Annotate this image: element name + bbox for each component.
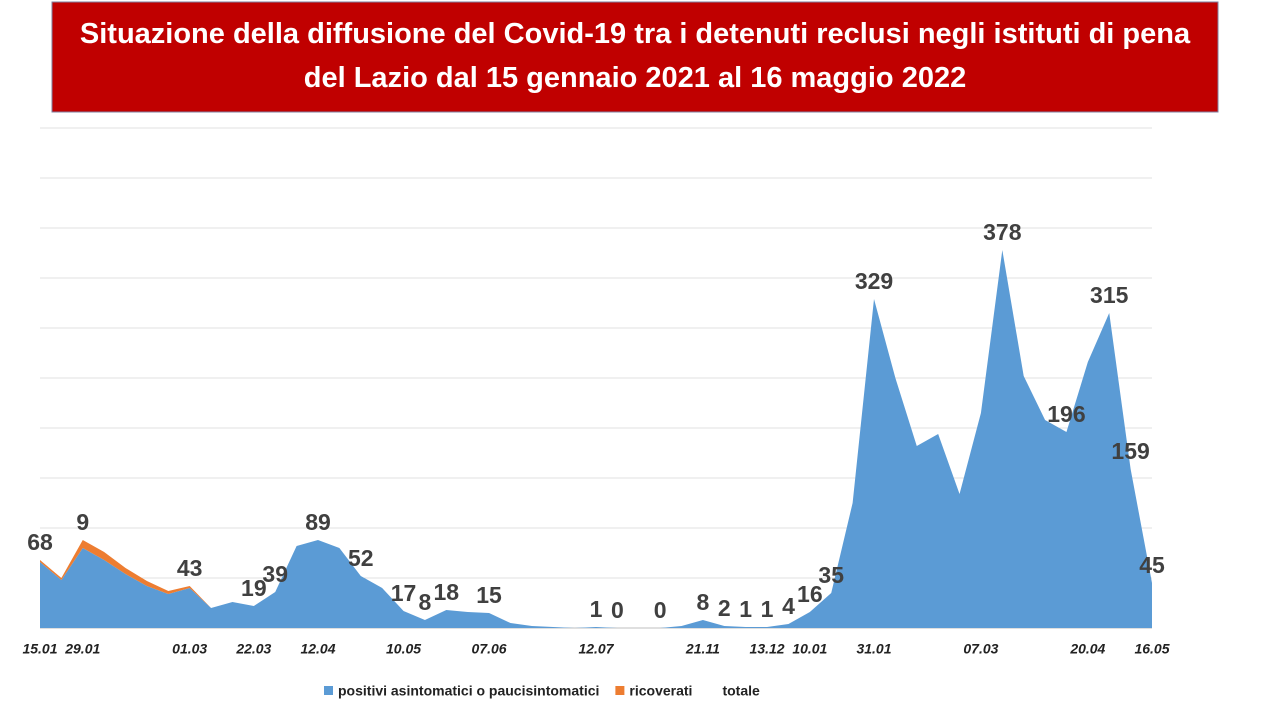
- chart-title: Situazione della diffusione del Covid-19…: [79, 18, 1191, 94]
- x-tick-label: 31.01: [856, 641, 891, 657]
- data-label: 43: [177, 555, 203, 581]
- data-label: 39: [262, 561, 288, 587]
- x-tick-label: 15.01: [22, 641, 57, 657]
- data-label: 329: [855, 268, 893, 294]
- legend-label: positivi asintomatici o paucisintomatici: [338, 683, 599, 699]
- x-tick-label: 16.05: [1134, 641, 1169, 657]
- data-label: 45: [1139, 552, 1165, 578]
- data-label: 0: [611, 597, 624, 623]
- data-label: 19: [241, 575, 267, 601]
- x-tick-label: 10.05: [386, 641, 421, 657]
- data-label: 8: [697, 589, 710, 615]
- x-tick-label: 12.07: [578, 641, 614, 657]
- data-label: 9: [76, 509, 89, 535]
- data-label: 1: [739, 596, 752, 622]
- data-label: 4: [782, 593, 795, 619]
- data-label: 1: [590, 596, 603, 622]
- data-label: 378: [983, 219, 1022, 245]
- x-tick-label: 22.03: [235, 641, 271, 657]
- data-label: 315: [1090, 282, 1129, 308]
- x-tick-label: 10.01: [792, 641, 827, 657]
- title-box: [51, 1, 1219, 113]
- x-tick-label: 12.04: [300, 641, 335, 657]
- data-label: 15: [476, 582, 502, 608]
- data-label: 0: [654, 597, 667, 623]
- data-label: 196: [1047, 401, 1085, 427]
- legend-label: ricoverati: [629, 683, 692, 699]
- data-label: 159: [1111, 438, 1149, 464]
- data-label: 18: [434, 579, 460, 605]
- data-label: 52: [348, 545, 374, 571]
- data-label: 68: [27, 529, 53, 555]
- data-label: 89: [305, 509, 331, 535]
- x-tick-label: 21.11: [685, 641, 720, 657]
- legend-swatch: [615, 686, 625, 695]
- data-label: 17: [391, 580, 417, 606]
- data-label: 8: [419, 589, 432, 615]
- legend-label: totale: [722, 683, 760, 699]
- x-tick-label: 20.04: [1069, 641, 1105, 657]
- data-label: 16: [797, 581, 823, 607]
- data-label: 1: [761, 596, 774, 622]
- x-tick-label: 29.01: [64, 641, 100, 657]
- x-tick-label: 13.12: [750, 641, 785, 657]
- area: [40, 250, 1152, 628]
- x-tick-label: 01.03: [172, 641, 207, 657]
- legend-swatch: [324, 686, 333, 695]
- title-wrap: Situazione della diffusione del Covid-19…: [79, 18, 1191, 94]
- data-label: 2: [718, 595, 731, 621]
- data-label: 35: [818, 562, 844, 588]
- x-tick-label: 07.03: [963, 641, 998, 657]
- x-tick-label: 07.06: [472, 641, 507, 657]
